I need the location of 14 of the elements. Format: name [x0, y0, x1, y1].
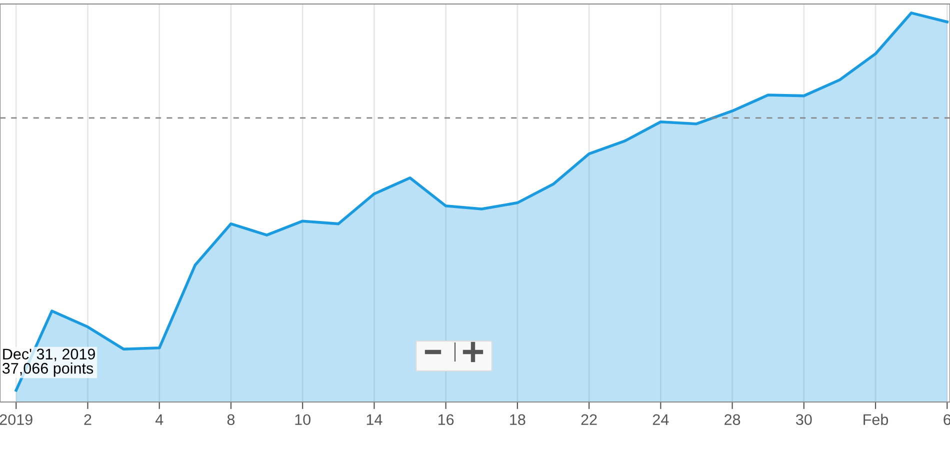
x-tick-label: 8: [227, 414, 235, 426]
x-tick-label: 14: [366, 414, 382, 425]
x-tick-label: 2019: [0, 414, 32, 426]
x-tick-label: Feb: [864, 414, 888, 426]
annotation: Dec' 31, 2019 37,066 points: [2, 348, 95, 377]
x-tick-label: 30: [796, 414, 812, 426]
x-tick-label: 22: [581, 414, 597, 425]
x-tick-label: 18: [510, 414, 526, 426]
x-tick-label: 10: [295, 414, 310, 426]
x-tick-label: 28: [724, 414, 740, 426]
x-tick-label: 4: [155, 414, 164, 425]
x-tick-label: 24: [652, 414, 669, 425]
x-tick-label: 2: [84, 414, 92, 425]
x-tick-label: 16: [438, 414, 454, 426]
